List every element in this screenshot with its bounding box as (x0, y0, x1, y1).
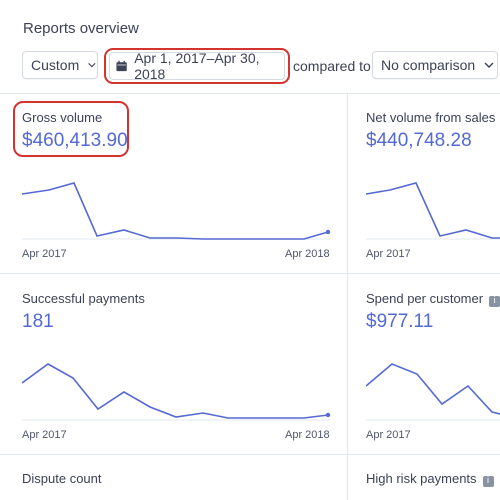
card-label: High risk payments (366, 471, 477, 486)
period-select-label: Custom (31, 57, 80, 73)
high-risk-payments-card[interactable]: High risk payments i (366, 471, 500, 500)
axis-start-label: Apr 2017 (366, 248, 411, 260)
card-value: 181 (22, 311, 54, 332)
card-label-wrap: High risk payments i (366, 471, 494, 487)
axis-start-label: Apr 2017 (22, 429, 67, 441)
period-select[interactable]: Custom (22, 51, 98, 79)
net-volume-sparkline (366, 182, 500, 240)
chevron-down-icon (484, 62, 494, 68)
divider (0, 93, 500, 94)
gross-volume-highlight (13, 101, 129, 157)
chevron-down-icon (88, 62, 96, 68)
date-range-label: Apr 1, 2017–Apr 30, 2018 (134, 50, 260, 82)
info-icon[interactable]: i (482, 476, 494, 487)
card-label: Net volume from sales (366, 110, 496, 125)
filter-bar: Custom Apr 1, 2017–Apr 30, 2018 compared… (0, 48, 500, 84)
card-label-wrap: Spend per customer i (366, 291, 500, 307)
card-label: Dispute count (22, 471, 102, 486)
card-label: Spend per customer (366, 291, 484, 306)
card-label: Gross volume (22, 110, 103, 125)
spend-per-customer-sparkline (366, 363, 500, 421)
divider (347, 94, 348, 500)
date-range-button[interactable]: Apr 1, 2017–Apr 30, 2018 (109, 50, 285, 82)
successful-payments-sparkline (22, 363, 331, 421)
card-label: Successful payments (22, 291, 145, 306)
card-value: $440,748.28 (366, 130, 472, 151)
axis-end-label: Apr 2018 (285, 429, 330, 441)
axis-start-label: Apr 2017 (22, 248, 67, 260)
axis-end-label: Apr 2018 (285, 248, 330, 260)
net-volume-card[interactable]: Net volume from sales $440,748.28 Apr 20… (366, 110, 500, 270)
spend-per-customer-card[interactable]: Spend per customer i $977.11 Apr 2017 (366, 291, 500, 451)
comparison-select[interactable]: No comparison (372, 51, 498, 79)
info-icon[interactable]: i (489, 296, 500, 307)
page-title: Reports overview (23, 20, 139, 37)
card-value: $977.11 (366, 311, 434, 332)
calendar-icon (116, 60, 127, 72)
comparison-select-label: No comparison (381, 57, 476, 73)
gross-volume-sparkline (22, 182, 331, 240)
card-value: $460,413.90 (22, 130, 128, 151)
date-range-highlight: Apr 1, 2017–Apr 30, 2018 (104, 48, 290, 84)
axis-start-label: Apr 2017 (366, 429, 411, 441)
compared-to-label: compared to (293, 58, 371, 74)
divider (0, 273, 500, 274)
divider (0, 454, 500, 455)
